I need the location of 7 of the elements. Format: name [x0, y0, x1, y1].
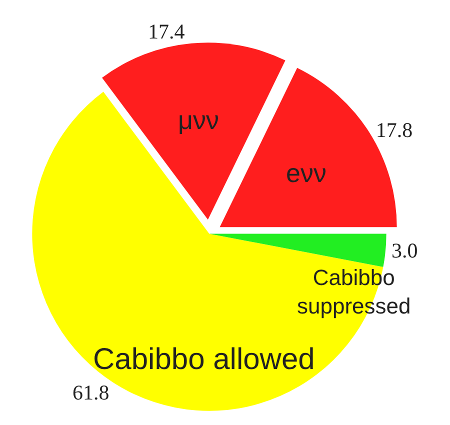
slice-label: Cabibbo allowed [93, 343, 315, 376]
data-label: 17.4 [148, 19, 186, 44]
slice-label: eνν [286, 158, 326, 188]
data-label: 17.8 [376, 118, 413, 142]
data-label: 61.8 [72, 380, 110, 404]
slice-label: μνν [178, 105, 219, 135]
data-label: 3.0 [392, 238, 418, 263]
